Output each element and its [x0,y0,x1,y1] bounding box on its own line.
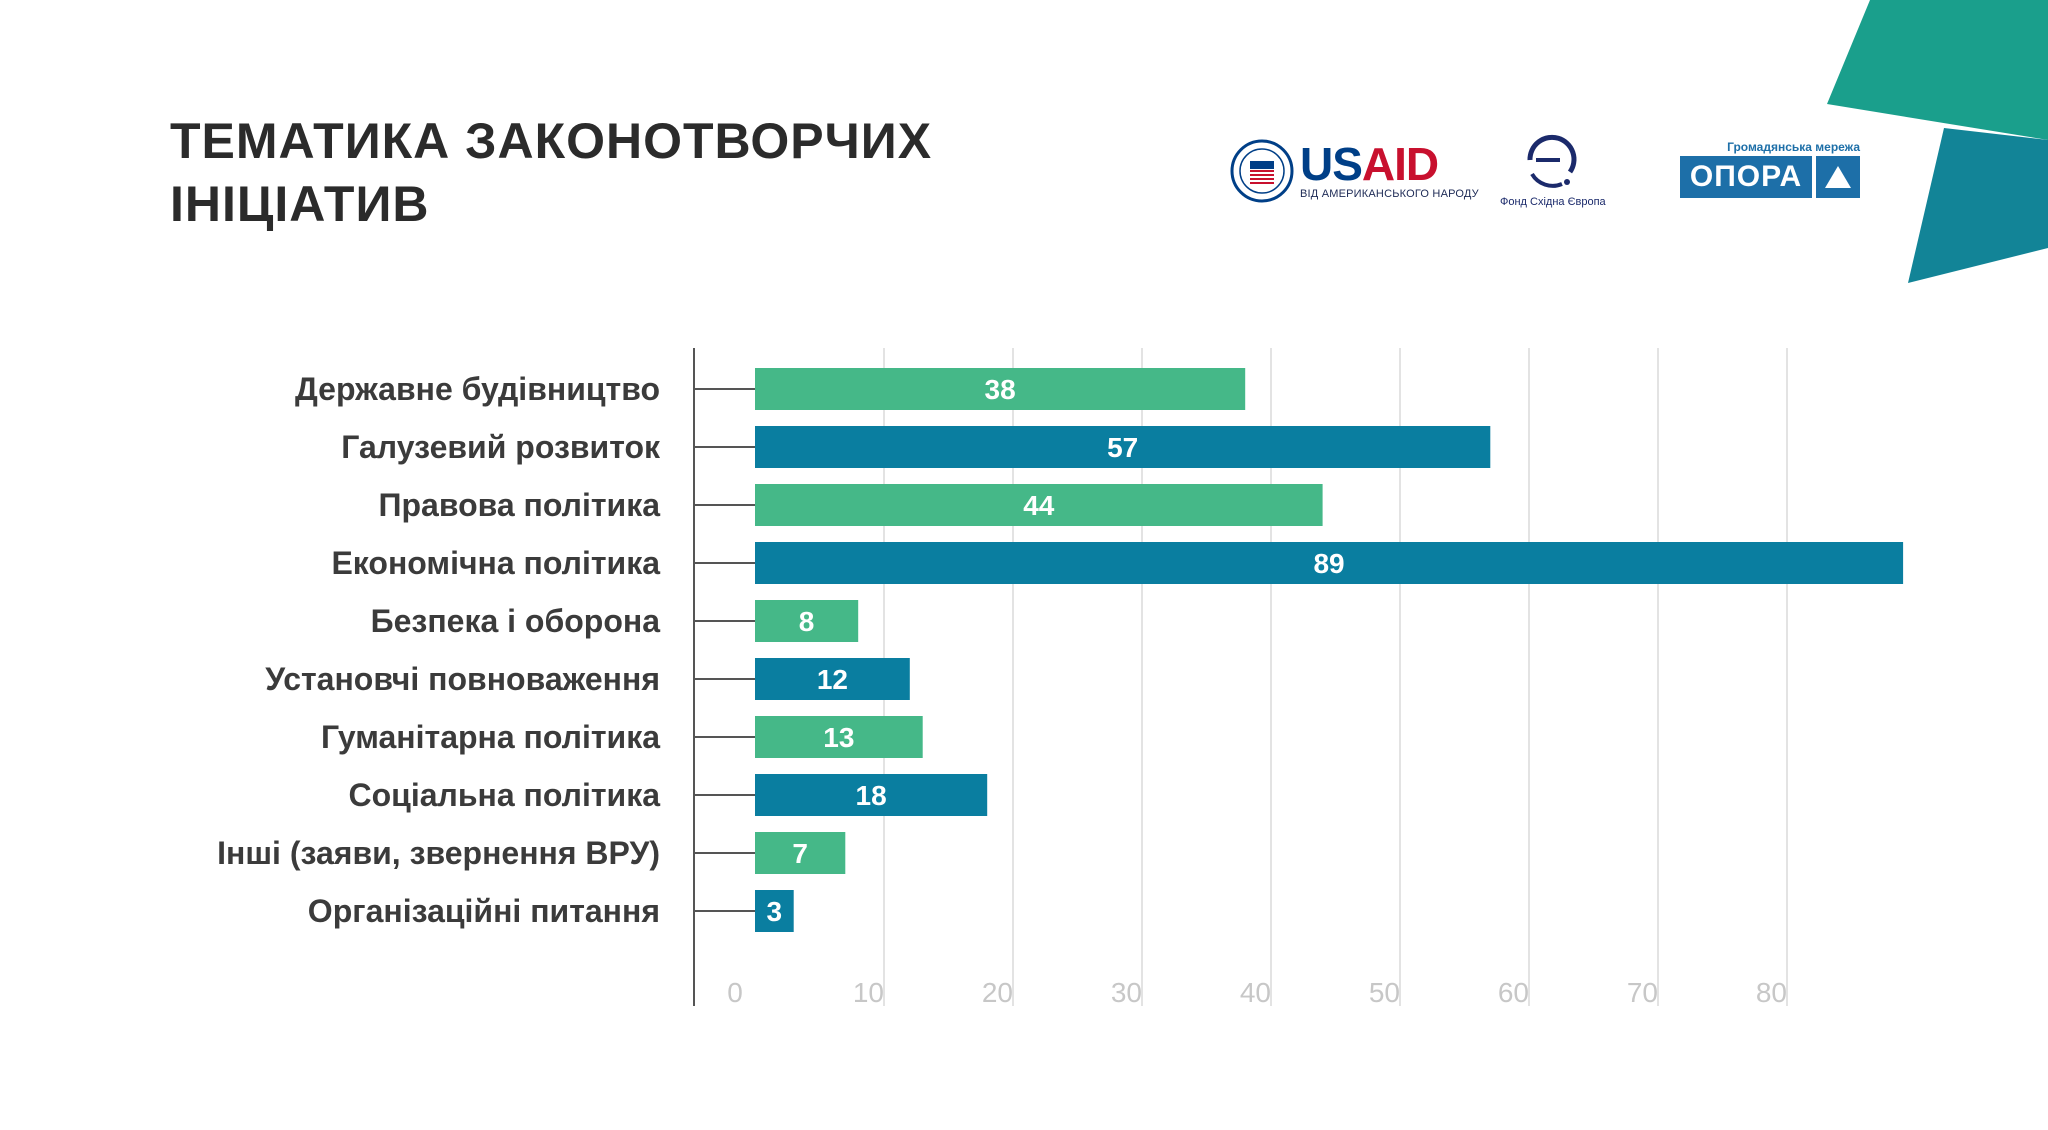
category-label: Безпека і оборона [371,603,661,639]
x-tick-label: 40 [1240,977,1271,1008]
bar [755,600,859,642]
page-title: ТЕМАТИКА ЗАКОНОТВОРЧИХ ІНІЦІАТИВ [170,110,1070,235]
usaid-word-us: US [1300,138,1363,190]
category-label: Соціальна політика [349,777,661,813]
data-label: 13 [823,722,854,753]
decor-shape-teal [1827,0,2048,140]
category-label: Гуманітарна політика [321,719,660,755]
bar [755,542,1904,584]
opora-logo: Громадянська мережа ОПОРА [1680,140,1860,198]
opora-mark [1816,156,1860,198]
usaid-logo: USAID ВІД АМЕРИКАНСЬКОГО НАРОДУ [1230,134,1479,208]
bar [755,426,1491,468]
bar [755,890,794,932]
x-tick-label: 0 [727,977,743,1008]
data-label: 12 [817,664,848,695]
usaid-word-aid: AID [1361,138,1439,190]
x-tick-label: 30 [1111,977,1142,1008]
bar [755,658,910,700]
x-tick-label: 70 [1627,977,1658,1008]
east-europe-foundation-caption: Фонд Східна Європа [1500,196,1606,208]
decor-shape-dark-teal [1908,128,2048,283]
bar [755,484,1323,526]
east-europe-foundation-icon [1527,134,1577,188]
opora-name: ОПОРА [1680,156,1812,198]
category-label: Державне будівництво [295,371,660,407]
opora-tagline: Громадянська мережа [1727,140,1860,154]
data-label: 44 [1023,490,1055,521]
east-europe-foundation-logo: Фонд Східна Європа [1500,130,1606,208]
data-label: 8 [799,606,815,637]
title-line-2: ІНІЦІАТИВ [170,175,430,232]
x-tick-label: 80 [1756,977,1787,1008]
data-label: 7 [792,838,808,869]
title-line-1: ТЕМАТИКА ЗАКОНОТВОРЧИХ [170,113,933,169]
bar [755,832,846,874]
bar [755,774,988,816]
usaid-seal-icon [1230,139,1294,203]
category-label: Організаційні питання [308,893,660,929]
usaid-subtitle: ВІД АМЕРИКАНСЬКОГО НАРОДУ [1300,188,1479,200]
data-label: 18 [856,780,887,811]
category-label: Галузевий розвиток [341,429,661,465]
bar [755,368,1246,410]
data-label: 38 [985,374,1016,405]
x-tick-label: 60 [1498,977,1529,1008]
x-tick-label: 20 [982,977,1013,1008]
category-label: Правова політика [378,487,660,523]
x-tick-label: 50 [1369,977,1400,1008]
category-label: Установчі повноваження [265,661,660,697]
x-tick-label: 10 [853,977,884,1008]
category-label: Економічна політика [331,545,660,581]
triangle-icon [1825,166,1851,188]
bar [755,716,923,758]
category-label: Інші (заяви, звернення ВРУ) [217,835,660,871]
data-label: 3 [767,896,783,927]
data-label: 57 [1107,432,1138,463]
data-label: 89 [1313,548,1344,579]
